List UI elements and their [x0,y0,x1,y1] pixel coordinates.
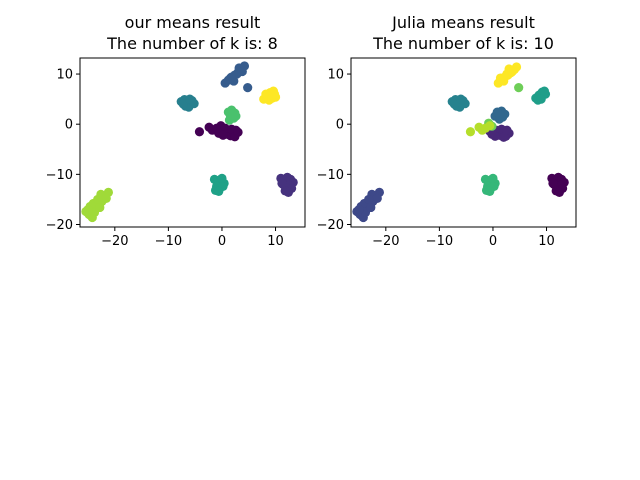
scatter-point-cluster-0 [554,187,564,197]
y-tick-label: −20 [317,218,344,233]
y-tick-label: −10 [46,168,73,183]
scatter-point-cluster-9 [507,66,517,77]
y-tick-label: 0 [65,118,73,133]
axes-frame [79,57,306,228]
scatter-point-cluster-6 [485,186,495,196]
scatter-point-cluster-1 [487,129,497,139]
scatter-point-cluster-7 [269,89,280,99]
scatter-point-cluster-2 [372,193,382,204]
y-tick-label: 10 [56,68,73,83]
scatter-point-cluster-4 [214,186,224,196]
y-tick-label: −20 [46,218,73,233]
scatter-point-cluster-5 [539,86,549,96]
x-tick-label: −10 [155,234,182,249]
x-tick-label: 10 [538,234,555,249]
scatter-point-cluster-4 [456,94,466,104]
y-tick-label: 10 [327,68,344,83]
y-tick-label: −10 [317,168,344,183]
scatter-point-cluster-2 [364,194,374,205]
scatter-point-cluster-8 [465,127,476,137]
subplot-right-title-line-1: Julia means result [391,13,535,32]
subplot-left: our means result The number of k is: 8 −… [46,13,306,249]
y-tick-label: 0 [336,118,344,133]
scatter-point-cluster-4 [217,173,227,183]
scatter-point-cluster-4 [449,99,459,109]
scatter-point-cluster-3 [178,99,188,109]
subplot-left-title-line-1: our means result [125,13,261,32]
scatter-point-cluster-0 [548,178,558,188]
scatter-point-cluster-6 [83,204,93,215]
scatter-point-cluster-6 [93,194,103,205]
scatter-point-cluster-6 [101,193,111,204]
scatter-point-cluster-8 [485,121,495,131]
subplot-right-title-line-2: The number of k is: 10 [372,34,554,53]
scatter-point-cluster-1 [499,132,509,142]
x-tick-label: −20 [372,234,399,249]
scatter-point-cluster-1 [283,187,293,197]
scatter-point-cluster-6 [488,173,498,183]
scatter-point-cluster-0 [194,127,205,137]
scatter-point-cluster-2 [354,204,364,215]
scatter-point-cluster-0 [233,127,243,137]
x-tick-label: −10 [426,234,453,249]
scatter-point-cluster-2 [237,66,247,77]
scatter-point-cluster-6 [95,202,105,213]
scatter-point-cluster-7 [514,82,524,93]
scatter-point-cluster-2 [243,82,253,93]
x-tick-label: −20 [101,234,128,249]
subplot-left-title-line-2: The number of k is: 8 [106,34,278,53]
scatter-point-cluster-1 [277,178,287,188]
subplot-right-plot-area: −20 −10 0 10 −20 −10 0 10 [317,57,577,249]
x-tick-label: 0 [218,234,226,249]
scatter-point-cluster-3 [185,94,195,104]
x-tick-label: 10 [267,234,284,249]
scatter-point-cluster-0 [218,130,228,140]
scatter-point-cluster-5 [536,94,546,104]
scatter-point-cluster-1 [502,125,512,135]
scatter-point-cluster-2 [366,202,376,213]
subplot-right: Julia means result The number of k is: 1… [317,13,577,249]
scatter-point-cluster-3 [492,107,502,117]
axes-frame [350,57,577,228]
subplot-left-plot-area: −20 −10 0 10 −20 −10 0 10 [46,57,306,249]
x-tick-label: 0 [489,234,497,249]
scatter-point-cluster-5 [231,111,241,121]
